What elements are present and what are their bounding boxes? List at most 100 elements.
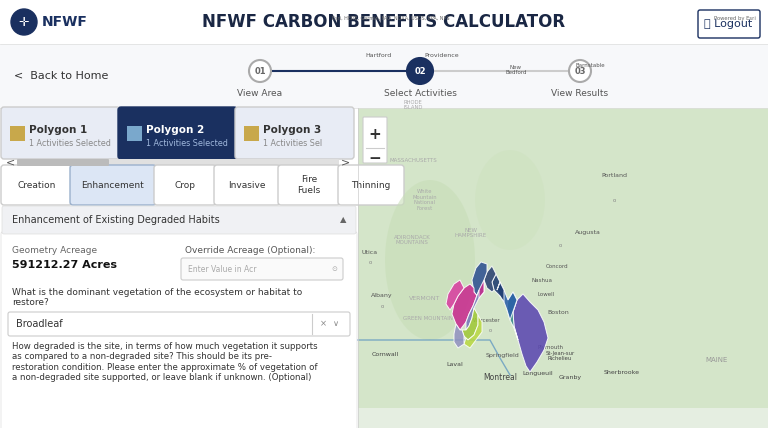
Circle shape [407, 58, 433, 84]
FancyBboxPatch shape [181, 258, 343, 280]
Polygon shape [454, 324, 464, 348]
Text: St-Jean-sur
Richelieu: St-Jean-sur Richelieu [545, 351, 574, 361]
Text: Sherbrooke: Sherbrooke [604, 369, 640, 374]
Polygon shape [446, 280, 464, 310]
Text: NFWF: NFWF [42, 15, 88, 29]
Polygon shape [513, 294, 548, 372]
Text: NFWF CARBON BENEFITS CALCULATOR: NFWF CARBON BENEFITS CALCULATOR [203, 13, 565, 31]
Text: o: o [558, 243, 561, 247]
Ellipse shape [385, 180, 475, 340]
Circle shape [11, 9, 37, 35]
FancyBboxPatch shape [1, 107, 120, 159]
Text: MAINE: MAINE [706, 357, 728, 363]
FancyBboxPatch shape [2, 206, 356, 234]
FancyBboxPatch shape [698, 10, 760, 38]
Text: Powered by Esri: Powered by Esri [714, 15, 756, 21]
Text: New
Bedford: New Bedford [505, 65, 527, 75]
Text: Broadleaf: Broadleaf [16, 319, 63, 329]
Text: Esri, HERE, Garmin, FAO, NOAA, USGS, EPA, NPS: Esri, HERE, Garmin, FAO, NOAA, USGS, EPA… [333, 15, 450, 21]
Text: Geometry Acreage: Geometry Acreage [12, 246, 97, 255]
Polygon shape [462, 308, 478, 340]
Text: Override Acreage (Optional):: Override Acreage (Optional): [185, 246, 316, 255]
FancyBboxPatch shape [358, 408, 768, 428]
FancyBboxPatch shape [0, 0, 768, 44]
Text: 1 Activities Selected: 1 Activities Selected [29, 139, 111, 148]
Text: ⧉ Logout: ⧉ Logout [704, 19, 752, 29]
Text: Concord: Concord [546, 265, 568, 270]
Ellipse shape [475, 150, 545, 250]
Text: o: o [369, 261, 372, 265]
FancyBboxPatch shape [338, 165, 404, 205]
Polygon shape [466, 290, 479, 330]
Text: Portland: Portland [601, 172, 627, 178]
Text: 591212.27 Acres: 591212.27 Acres [12, 260, 117, 270]
FancyBboxPatch shape [10, 126, 25, 141]
Text: Nashua: Nashua [531, 277, 552, 282]
Text: Enhancement: Enhancement [81, 181, 144, 190]
Text: Fire
Fuels: Fire Fuels [297, 175, 320, 195]
Text: ▲: ▲ [339, 216, 346, 225]
Text: View Results: View Results [551, 89, 608, 98]
Text: Albany: Albany [371, 292, 392, 297]
Text: ∨: ∨ [333, 319, 339, 329]
FancyBboxPatch shape [1, 165, 72, 205]
Text: >: > [341, 157, 350, 167]
Text: Worcester: Worcester [473, 318, 501, 323]
Text: o: o [612, 197, 616, 202]
Text: Polygon 2: Polygon 2 [146, 125, 204, 135]
Text: Creation: Creation [18, 181, 56, 190]
FancyBboxPatch shape [17, 159, 339, 166]
Polygon shape [492, 274, 504, 302]
Text: Montreal: Montreal [483, 374, 517, 383]
Polygon shape [464, 315, 482, 348]
Text: Plymouth: Plymouth [537, 345, 563, 351]
Text: o: o [380, 303, 384, 309]
Text: Polygon 1: Polygon 1 [29, 125, 88, 135]
FancyBboxPatch shape [244, 126, 259, 141]
Text: Lowell: Lowell [538, 292, 554, 297]
Text: Barnstable: Barnstable [575, 62, 605, 68]
Text: Select Activities: Select Activities [383, 89, 456, 98]
FancyBboxPatch shape [154, 165, 216, 205]
Polygon shape [452, 280, 484, 330]
FancyBboxPatch shape [8, 312, 350, 336]
FancyBboxPatch shape [363, 117, 387, 163]
Text: 1 Activities Sel: 1 Activities Sel [263, 139, 322, 148]
Text: Enhancement of Existing Degraded Habits: Enhancement of Existing Degraded Habits [12, 215, 220, 225]
Text: Laval: Laval [447, 363, 463, 368]
Polygon shape [507, 292, 518, 340]
FancyBboxPatch shape [0, 108, 358, 428]
Text: How degraded is the site, in terms of how much vegetation it supports
as compare: How degraded is the site, in terms of ho… [12, 342, 318, 382]
Text: ✛: ✛ [18, 15, 29, 29]
Text: 1 Activities Selected: 1 Activities Selected [146, 139, 228, 148]
Polygon shape [472, 262, 487, 298]
Text: MASSACHUSETTS: MASSACHUSETTS [389, 158, 437, 163]
Text: View Area: View Area [237, 89, 283, 98]
Text: Invasive: Invasive [228, 181, 266, 190]
Text: Longueuil: Longueuil [523, 372, 553, 377]
FancyBboxPatch shape [1, 231, 357, 428]
Text: ⊙: ⊙ [331, 266, 337, 272]
Text: 03: 03 [574, 66, 586, 75]
Text: Enter Value in Acr: Enter Value in Acr [188, 265, 257, 273]
Text: −: − [369, 151, 382, 166]
FancyBboxPatch shape [127, 126, 142, 141]
FancyBboxPatch shape [118, 107, 237, 159]
Text: ×: × [319, 319, 326, 329]
Text: 02: 02 [414, 66, 425, 75]
FancyBboxPatch shape [278, 165, 340, 205]
Text: GREEN MOUNTAIN: GREEN MOUNTAIN [403, 315, 453, 321]
Text: Cornwall: Cornwall [372, 351, 399, 357]
Text: o: o [488, 327, 492, 333]
Text: Granby: Granby [558, 375, 581, 380]
Text: Polygon 3: Polygon 3 [263, 125, 321, 135]
Text: VERMONT: VERMONT [409, 295, 441, 300]
Circle shape [249, 60, 271, 82]
Text: 01: 01 [254, 66, 266, 75]
Text: What is the dominant vegetation of the ecosystem or habitat to
restore?: What is the dominant vegetation of the e… [12, 288, 303, 307]
Text: Augusta: Augusta [575, 229, 601, 235]
Text: Springfield: Springfield [485, 353, 519, 357]
FancyBboxPatch shape [0, 44, 768, 108]
Text: Hartford: Hartford [365, 53, 391, 57]
Text: ADIRONDACK
MOUNTAINS: ADIRONDACK MOUNTAINS [394, 235, 430, 245]
